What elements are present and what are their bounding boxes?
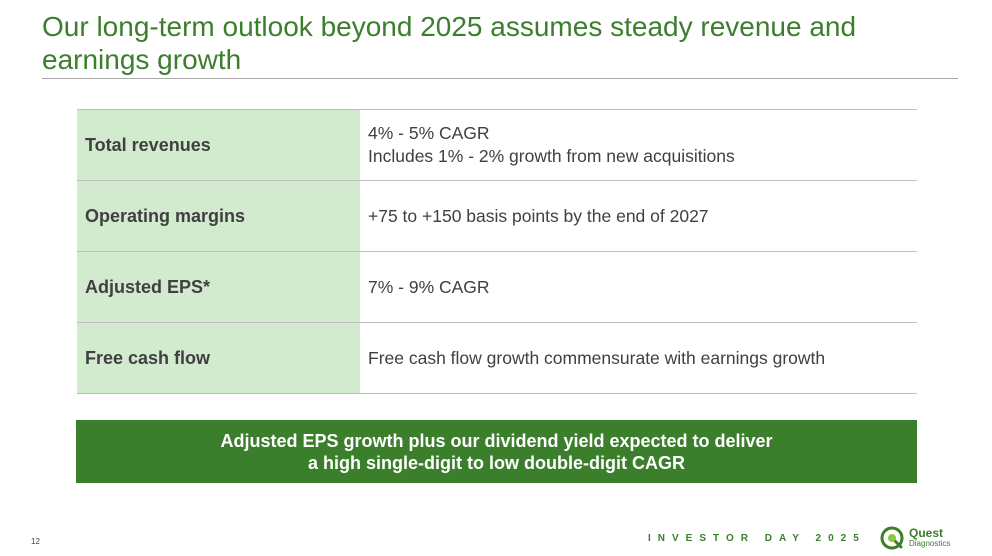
quest-diagnostics-logo-icon — [880, 526, 904, 550]
row-value: +75 to +150 basis points by the end of 2… — [360, 180, 917, 252]
row-label: Total revenues — [77, 109, 360, 181]
callout-line: Adjusted EPS growth plus our dividend yi… — [220, 430, 773, 451]
callout-line: a high single-digit to low double-digit … — [308, 452, 685, 473]
row-label: Free cash flow — [77, 322, 360, 394]
table-row: Operating margins +75 to +150 basis poin… — [77, 180, 917, 252]
row-value: Free cash flow growth commensurate with … — [360, 322, 917, 394]
row-value-line: 7% - 9% CAGR — [368, 276, 490, 297]
table-row: Adjusted EPS* 7% - 9% CAGR — [77, 251, 917, 323]
row-value-line: 4% - 5% CAGR — [368, 123, 490, 143]
row-value: 4% - 5% CAGR Includes 1% - 2% growth fro… — [360, 109, 917, 181]
table-row: Total revenues 4% - 5% CAGR Includes 1% … — [77, 109, 917, 181]
row-label: Operating margins — [77, 180, 360, 252]
logo-subwordmark: Diagnostics — [909, 539, 951, 548]
page-number: 12 — [31, 537, 40, 546]
row-value: 7% - 9% CAGR — [360, 251, 917, 323]
callout-banner: Adjusted EPS growth plus our dividend yi… — [76, 420, 917, 483]
logo-wordmark: Quest — [909, 526, 944, 540]
footer-event-label: INVESTOR DAY 2025 — [648, 533, 866, 544]
outlook-table: Total revenues 4% - 5% CAGR Includes 1% … — [77, 109, 917, 394]
row-value-line: +75 to +150 basis points by the end of 2… — [368, 205, 709, 226]
table-row: Free cash flow Free cash flow growth com… — [77, 322, 917, 394]
row-label: Adjusted EPS* — [77, 251, 360, 323]
company-logo: Quest Diagnostics — [880, 524, 970, 552]
title-divider — [42, 78, 958, 79]
slide-title: Our long-term outlook beyond 2025 assume… — [42, 11, 857, 75]
row-value-line: Free cash flow growth commensurate with … — [368, 347, 826, 368]
row-value-line: Includes 1% - 2% growth from new acquisi… — [368, 146, 735, 166]
